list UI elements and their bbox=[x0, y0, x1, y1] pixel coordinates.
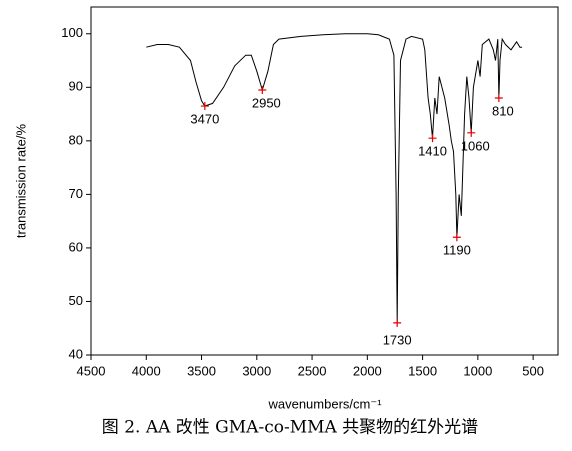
peak-label: 3470 bbox=[190, 111, 219, 126]
x-tick-label: 3500 bbox=[187, 363, 216, 378]
y-tick-label: 50 bbox=[69, 293, 83, 308]
peak-label: 1190 bbox=[443, 243, 471, 258]
y-tick-label: 70 bbox=[69, 186, 83, 201]
peak-label: 2950 bbox=[252, 95, 281, 110]
x-tick-label: 2000 bbox=[353, 363, 382, 378]
plot-frame bbox=[90, 6, 559, 356]
peak-label: 810 bbox=[492, 103, 514, 118]
peak-marker bbox=[452, 233, 461, 242]
peak-marker bbox=[428, 134, 437, 143]
x-axis-label: wavenumbers/cm⁻¹ bbox=[267, 396, 382, 411]
peak-marker bbox=[393, 318, 402, 327]
peak-label: 1730 bbox=[383, 332, 412, 347]
peak-marker bbox=[200, 102, 209, 111]
peak-label: 1060 bbox=[461, 138, 490, 153]
y-axis-label: transmission rate/% bbox=[13, 123, 28, 238]
caption: 图 2. AA 改性 GMA-co-MMA 共聚物的红外光谱 bbox=[102, 418, 478, 438]
y-tick-label: 60 bbox=[69, 239, 83, 254]
y-tick-label: 80 bbox=[69, 132, 83, 147]
peak-marker bbox=[494, 94, 503, 103]
x-tick-label: 500 bbox=[522, 363, 544, 378]
x-tick-label: 4500 bbox=[77, 363, 106, 378]
y-tick-label: 100 bbox=[61, 25, 83, 40]
peak-marker bbox=[467, 128, 476, 137]
y-tick-label: 40 bbox=[69, 346, 83, 361]
x-tick-label: 2500 bbox=[298, 363, 327, 378]
x-tick-label: 1500 bbox=[408, 363, 437, 378]
x-tick-label: 4000 bbox=[132, 363, 161, 378]
y-tick-label: 90 bbox=[69, 79, 83, 94]
x-tick-label: 3000 bbox=[242, 363, 271, 378]
x-tick-label: 1000 bbox=[463, 363, 492, 378]
spectrum-line bbox=[146, 33, 523, 323]
peak-label: 1410 bbox=[418, 144, 447, 159]
peak-marker bbox=[258, 85, 267, 94]
